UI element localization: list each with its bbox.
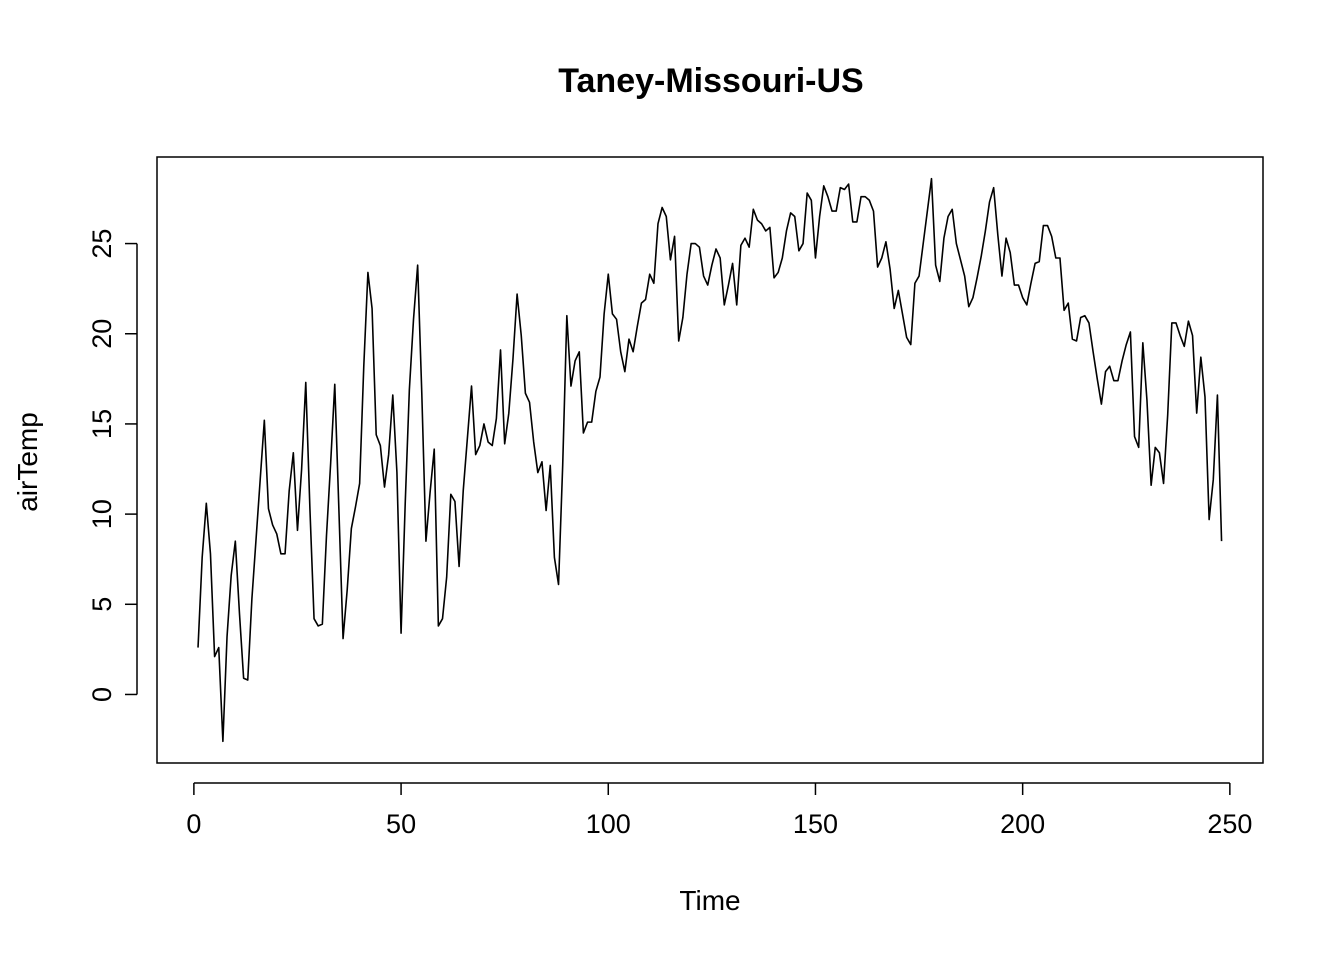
y-tick-label: 10 xyxy=(87,499,117,529)
x-axis: 0 50 100 150 200 250 xyxy=(186,782,1252,839)
y-tick-label: 15 xyxy=(87,409,117,439)
x-tick-label: 200 xyxy=(1000,809,1045,839)
chart-title: Taney-Missouri-US xyxy=(558,62,863,100)
x-axis-label: Time xyxy=(679,885,740,916)
x-tick-label: 50 xyxy=(386,809,416,839)
y-tick-label: 25 xyxy=(87,229,117,259)
x-tick-label: 100 xyxy=(586,809,631,839)
x-tick-label: 150 xyxy=(793,809,838,839)
x-tick-label: 250 xyxy=(1207,809,1252,839)
y-axis: 0 5 10 15 20 25 xyxy=(87,229,138,702)
plot-area-border xyxy=(156,156,1264,764)
series-line xyxy=(197,177,1223,743)
y-axis-label: airTemp xyxy=(12,412,43,512)
y-tick-label: 5 xyxy=(87,597,117,612)
x-tick-label: 0 xyxy=(186,809,201,839)
y-tick-label: 0 xyxy=(87,687,117,702)
y-tick-label: 20 xyxy=(87,319,117,349)
